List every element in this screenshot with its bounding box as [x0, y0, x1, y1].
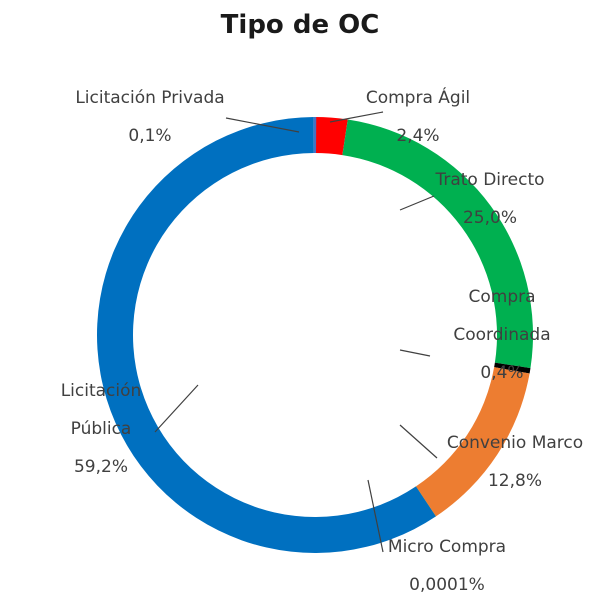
label-value-licitaci-n-p-blica: 59,2%	[74, 457, 128, 477]
label-value-licitaci-n-privada: 0,1%	[128, 126, 171, 146]
leader-line-compra-coordinada	[399, 349, 431, 357]
leader-line-convenio-marco	[399, 424, 438, 459]
chart-title: Tipo de OC	[221, 10, 380, 40]
label-value-trato-directo: 25,0%	[463, 208, 517, 228]
label-value-compra-coordinada: 0,4%	[480, 363, 523, 383]
slice-licitaci-n-p-blica	[97, 117, 436, 554]
leader-lines	[154, 111, 438, 553]
donut-slices	[97, 117, 533, 554]
label-name-micro-compra: Micro Compra	[388, 537, 506, 557]
leader-line-compra-gil	[329, 111, 384, 123]
label-value-convenio-marco: 12,8%	[488, 471, 542, 491]
label-name-compra-coordinada: Coordinada	[453, 325, 550, 345]
label-name-compra-gil: Compra Ágil	[366, 86, 470, 108]
leader-line-micro-compra	[367, 479, 384, 553]
label-value-compra-gil: 2,4%	[396, 126, 439, 146]
label-name-convenio-marco: Convenio Marco	[447, 433, 583, 453]
leader-line-licitaci-n-p-blica	[154, 384, 199, 433]
slice-convenio-marco	[415, 367, 530, 517]
label-name-licitaci-n-p-blica: Pública	[71, 419, 132, 439]
label-name-trato-directo: Trato Directo	[434, 170, 544, 190]
slice-compra-coordinada	[494, 362, 531, 374]
leader-line-trato-directo	[399, 195, 435, 211]
slice-trato-directo	[342, 119, 533, 369]
data-labels: Compra Ágil 2,4% Trato Directo 25,0% Compra C…	[61, 86, 583, 595]
label-name-compra-coordinada: Compra	[468, 287, 535, 307]
slice-licitaci-n-privada	[313, 117, 317, 154]
slice-compra-gil	[315, 117, 348, 156]
label-value-micro-compra: 0,0001%	[409, 575, 485, 595]
leader-line-licitaci-n-privada	[225, 117, 300, 133]
label-name-licitaci-n-privada: Licitación Privada	[75, 88, 224, 108]
label-name-licitaci-n-p-blica: Licitación	[61, 381, 142, 401]
